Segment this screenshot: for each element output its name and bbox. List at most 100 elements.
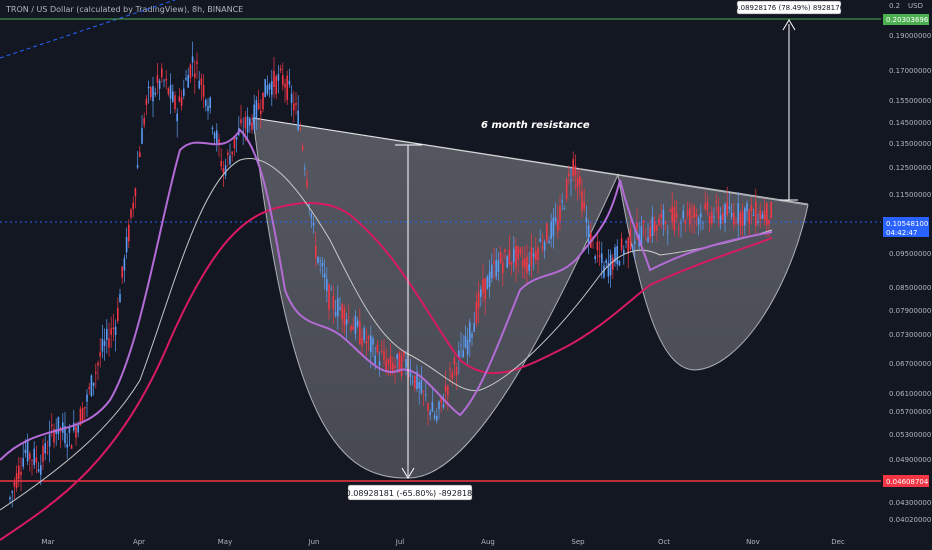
y-tick-label: 0.11500000 (889, 191, 931, 199)
x-tick-label: Mar (41, 538, 54, 546)
candle-body (420, 380, 423, 393)
candle-body (117, 307, 119, 321)
candle-body (37, 469, 40, 472)
candle-body (746, 203, 748, 211)
y-tick-label: 0.13500000 (889, 140, 931, 148)
candle-body (31, 460, 33, 462)
candle-body (719, 215, 722, 224)
candle-body (493, 262, 495, 264)
candle-body (605, 260, 607, 263)
candle-body (330, 289, 332, 291)
x-tick-label: Apr (133, 538, 145, 546)
candle-body (755, 201, 757, 227)
candle-body (691, 215, 693, 218)
candle-body (416, 371, 418, 390)
candle-body (381, 351, 383, 353)
candle-body (295, 102, 297, 106)
y-tick-label: 0.14500000 (889, 119, 931, 127)
candle-body (51, 424, 53, 427)
candle-body (95, 371, 97, 374)
candle-body (392, 363, 394, 373)
candle-body (477, 292, 480, 309)
candle-body (735, 222, 737, 224)
candle-body (315, 245, 317, 259)
x-tick-label: Nov (746, 538, 760, 546)
candle-body (301, 146, 304, 150)
measure-down-box (347, 484, 473, 501)
candle-body (361, 338, 363, 347)
candle-body (460, 344, 462, 346)
candle-body (345, 319, 348, 325)
candle-body (596, 241, 599, 251)
candle-body (167, 88, 170, 95)
candle-body (42, 445, 44, 462)
candle-body (550, 221, 552, 239)
y-tick-label: 0.07300000 (889, 331, 931, 339)
candle-body (491, 264, 493, 279)
candle-body (431, 401, 434, 412)
candle-body (328, 284, 330, 310)
candle-body (539, 238, 541, 242)
candle-body (260, 110, 262, 115)
candle-body (262, 92, 264, 110)
candle-body (484, 278, 486, 300)
candle-body (343, 307, 346, 326)
candle-body (429, 411, 431, 416)
candle-body (686, 211, 689, 216)
candle-body (739, 212, 742, 227)
candle-body (488, 271, 491, 287)
candle-body (194, 73, 196, 78)
candle-body (662, 209, 665, 225)
candle-body (101, 338, 104, 352)
candle-body (565, 179, 568, 199)
candle-body (282, 75, 284, 85)
x-tick-label: Dec (831, 538, 845, 546)
candle-body (284, 83, 286, 88)
y-tick-label: 0.2 (889, 2, 900, 10)
candle-body (433, 415, 436, 419)
candle-body (763, 210, 766, 221)
resistance-line (252, 117, 809, 205)
candle-body (708, 215, 711, 224)
candle-body (62, 422, 64, 433)
candle-body (532, 253, 535, 257)
candle-body (649, 227, 651, 239)
candle-body (200, 78, 203, 85)
level-bottom-label: 0.04608704 (886, 478, 929, 486)
candle-body (504, 249, 506, 253)
candle-body (150, 87, 152, 98)
candle-body (737, 203, 739, 224)
candle-body (211, 127, 214, 130)
candle-body (660, 214, 662, 218)
candle-body (220, 160, 222, 167)
candle-body (341, 304, 343, 320)
candle-body (92, 382, 95, 386)
candle-body (383, 351, 385, 361)
candle-body (517, 246, 519, 260)
candle-body (389, 355, 392, 370)
candle-body (321, 262, 324, 267)
candle-body (400, 356, 403, 376)
candle-body (253, 104, 255, 130)
candle-body (372, 338, 374, 345)
candle-body (598, 255, 601, 258)
candle-body (627, 237, 629, 254)
candle-body (385, 360, 387, 371)
candle-body (636, 222, 638, 229)
candle-body (205, 100, 207, 107)
candle-body (451, 372, 453, 379)
price-scale[interactable]: 0.2 0.19000000 0.17000000 0.15500000 0.14500… (889, 2, 931, 524)
candle-body (136, 165, 139, 168)
candle-body (271, 80, 273, 95)
candle-body (466, 339, 469, 355)
candle-body (35, 457, 38, 463)
candle-body (475, 302, 478, 324)
candle-body (99, 352, 101, 357)
candle-body (90, 375, 93, 397)
candle-body (275, 76, 277, 95)
candle-body (326, 278, 328, 291)
time-scale[interactable]: Mar Apr May Jun Jul Aug Sep Oct Nov Dec (41, 538, 845, 546)
candle-body (535, 250, 537, 261)
candle-body (48, 433, 51, 447)
